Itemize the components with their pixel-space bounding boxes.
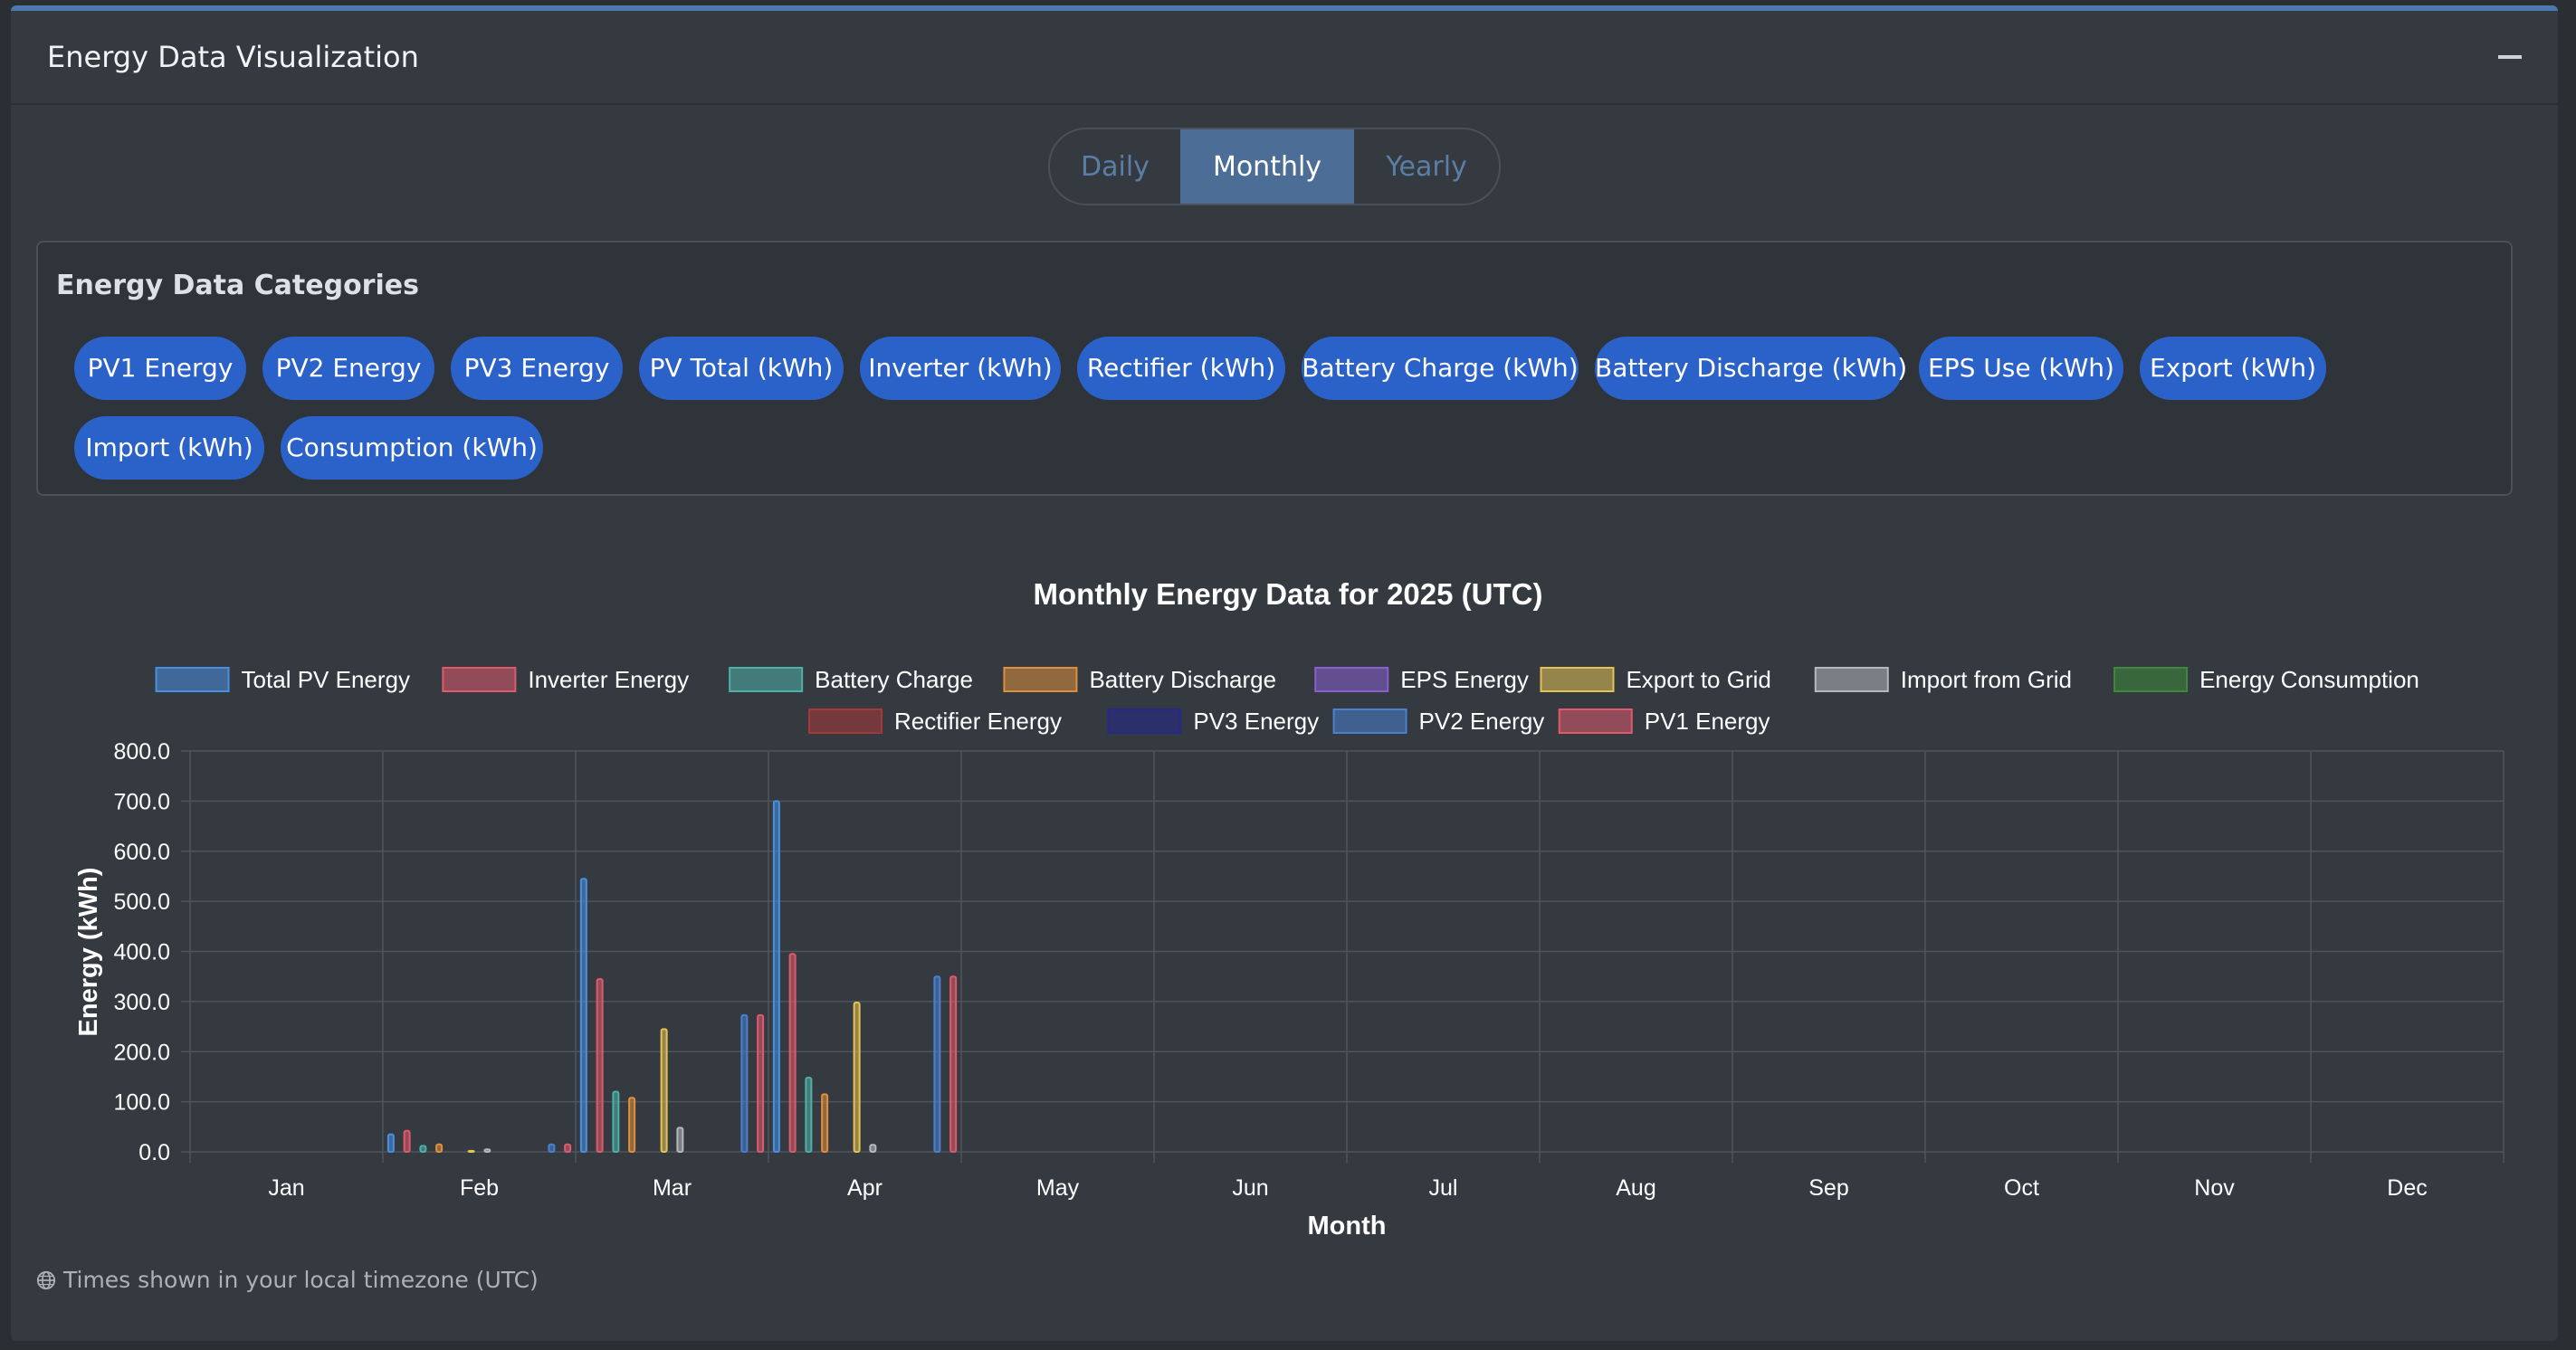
category-export[interactable]: Export (kWh): [2140, 337, 2326, 400]
y-tick-label: 100.0: [113, 1090, 170, 1116]
bar: [435, 1143, 444, 1153]
bar: [821, 1093, 829, 1153]
category-eps-use[interactable]: EPS Use (kWh): [1919, 337, 2123, 400]
y-tick-label: 800.0: [113, 739, 170, 765]
legend-swatch: [442, 667, 517, 692]
legend-label: EPS Energy: [1400, 666, 1529, 693]
y-axis-title: Energy (kWh): [74, 868, 103, 1037]
y-tick-label: 500.0: [113, 889, 170, 915]
legend-swatch: [1314, 667, 1389, 692]
bar: [564, 1143, 572, 1153]
y-tick-label: 700.0: [113, 789, 170, 814]
y-tick-label: 200.0: [113, 1040, 170, 1065]
bar: [467, 1149, 475, 1154]
x-tick-label: Apr: [847, 1175, 883, 1201]
bar: [788, 953, 797, 1153]
legend-label: Battery Charge: [815, 666, 973, 693]
energy-chart: Monthly Energy Data for 2025 (UTC) Total …: [74, 577, 2504, 1241]
bar: [660, 1028, 668, 1153]
x-tick-label: Oct: [2004, 1175, 2039, 1201]
card-header: Energy Data Visualization: [11, 11, 2558, 105]
category-pv2-energy[interactable]: PV2 Energy: [262, 337, 434, 400]
legend-label: Inverter Energy: [528, 666, 689, 693]
bar: [933, 975, 941, 1153]
y-tick-label: 400.0: [113, 940, 170, 965]
bar: [628, 1097, 636, 1154]
x-tick-label: Feb: [460, 1175, 499, 1201]
bar: [403, 1129, 411, 1153]
legend-swatch: [2113, 667, 2189, 692]
x-tick-label: Dec: [2387, 1175, 2427, 1201]
legend-swatch: [155, 667, 230, 692]
legend-swatch: [1558, 708, 1633, 734]
bar: [869, 1144, 877, 1153]
bar: [853, 1001, 861, 1154]
category-consumption[interactable]: Consumption (kWh): [281, 416, 543, 480]
bar: [483, 1148, 491, 1154]
legend-swatch: [1814, 667, 1889, 692]
legend-swatch: [1332, 708, 1407, 734]
category-pv-total[interactable]: PV Total (kWh): [639, 337, 844, 400]
categories-title: Energy Data Categories: [56, 270, 419, 301]
chart-title: Monthly Energy Data for 2025 (UTC): [1034, 577, 1543, 611]
timezone-note-text: Times shown in your local timezone (UTC): [63, 1267, 539, 1293]
legend-label: Battery Discharge: [1089, 666, 1276, 693]
x-axis-title: Month: [1308, 1212, 1387, 1241]
legend-swatch: [808, 708, 883, 734]
legend-swatch: [1540, 667, 1615, 692]
category-pv3-energy[interactable]: PV3 Energy: [451, 337, 623, 400]
category-inverter[interactable]: Inverter (kWh): [860, 337, 1061, 400]
legend-swatch: [1003, 667, 1078, 692]
category-battery-charge[interactable]: Battery Charge (kWh): [1302, 337, 1579, 400]
legend-swatch: [1107, 708, 1182, 734]
legend-label: PV1 Energy: [1645, 708, 1770, 735]
bar: [612, 1090, 620, 1153]
bar: [419, 1145, 427, 1153]
timezone-note: Times shown in your local timezone (UTC): [36, 1267, 539, 1293]
category-import[interactable]: Import (kWh): [74, 416, 264, 480]
globe-icon: [36, 1270, 56, 1289]
x-tick-label: Jul: [1429, 1175, 1458, 1201]
bar: [757, 1013, 765, 1153]
bar: [676, 1127, 684, 1153]
bar: [548, 1143, 556, 1153]
energy-categories-panel: Energy Data Categories PV1 Energy PV2 En…: [36, 241, 2513, 496]
legend-label: Rectifier Energy: [894, 708, 1062, 735]
x-tick-label: Sep: [1808, 1175, 1848, 1201]
x-tick-label: Jan: [268, 1175, 304, 1201]
tab-yearly[interactable]: Yearly: [1386, 150, 1467, 183]
period-toggle: Daily Monthly Yearly: [1048, 128, 1501, 205]
bar: [949, 975, 958, 1153]
collapse-icon[interactable]: [2498, 55, 2522, 59]
y-tick-label: 600.0: [113, 840, 170, 865]
bar: [805, 1077, 813, 1153]
legend-label: Import from Grid: [1901, 666, 2072, 693]
legend-label: Total PV Energy: [242, 666, 410, 693]
bar: [772, 800, 780, 1153]
tab-monthly[interactable]: Monthly: [1180, 129, 1354, 204]
category-pv1-energy[interactable]: PV1 Energy: [74, 337, 246, 400]
x-tick-label: Nov: [2194, 1175, 2235, 1201]
bar: [596, 977, 604, 1153]
x-tick-label: Jun: [1232, 1175, 1268, 1201]
legend-label: Energy Consumption: [2199, 666, 2419, 693]
bar: [740, 1013, 749, 1153]
y-tick-label: 300.0: [113, 990, 170, 1015]
legend-swatch: [729, 667, 804, 692]
card-title: Energy Data Visualization: [47, 40, 419, 74]
category-rectifier[interactable]: Rectifier (kWh): [1077, 337, 1285, 400]
y-tick-label: 0.0: [138, 1140, 170, 1165]
bar: [579, 878, 587, 1153]
x-tick-label: May: [1036, 1175, 1080, 1201]
legend-label: PV2 Energy: [1419, 708, 1545, 735]
legend-label: Export to Grid: [1626, 666, 1770, 693]
category-battery-discharge[interactable]: Battery Discharge (kWh): [1595, 337, 1907, 400]
tab-daily[interactable]: Daily: [1081, 150, 1150, 183]
x-tick-label: Mar: [653, 1175, 692, 1201]
x-tick-label: Aug: [1616, 1175, 1655, 1201]
legend-label: PV3 Energy: [1193, 708, 1319, 735]
bar: [386, 1133, 395, 1154]
